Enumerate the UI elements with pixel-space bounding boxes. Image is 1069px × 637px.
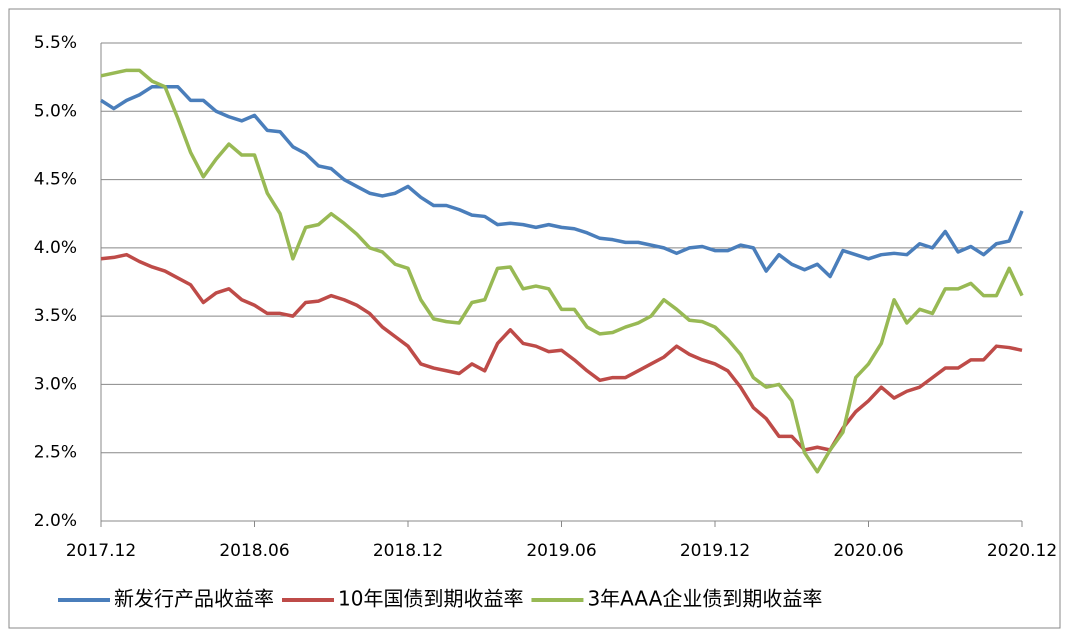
- y-tick-label: 4.0%: [34, 238, 77, 258]
- series-line: [100, 84, 1024, 279]
- legend-label: 3年AAA企业债到期收益率: [587, 587, 822, 611]
- y-tick-label: 3.5%: [34, 306, 77, 326]
- x-tick-label: 2019.12: [680, 541, 750, 561]
- x-tick-label: 2018.06: [219, 541, 289, 561]
- y-tick-label: 5.0%: [34, 101, 77, 121]
- y-tick-label: 4.5%: [34, 170, 77, 190]
- legend-label: 10年国债到期收益率: [338, 587, 523, 611]
- legend-label: 新发行产品收益率: [114, 587, 274, 611]
- x-tick-label: 2019.06: [526, 541, 596, 561]
- chart-border: [8, 8, 1061, 629]
- y-tick-label: 3.0%: [34, 374, 77, 394]
- series-line: [100, 252, 1023, 452]
- y-tick-label: 2.5%: [34, 443, 77, 463]
- x-tick-label: 2020.06: [833, 541, 903, 561]
- x-tick-label: 2020.12: [987, 541, 1057, 561]
- x-tick-label: 2017.12: [66, 541, 136, 561]
- y-tick-label: 5.5%: [34, 33, 77, 53]
- series-line: [100, 68, 1024, 474]
- y-tick-label: 2.0%: [34, 511, 77, 531]
- legend: 新发行产品收益率 10年国债到期收益率 3年AAA企业债到期收益率: [58, 587, 822, 611]
- x-tick-label: 2018.12: [373, 541, 443, 561]
